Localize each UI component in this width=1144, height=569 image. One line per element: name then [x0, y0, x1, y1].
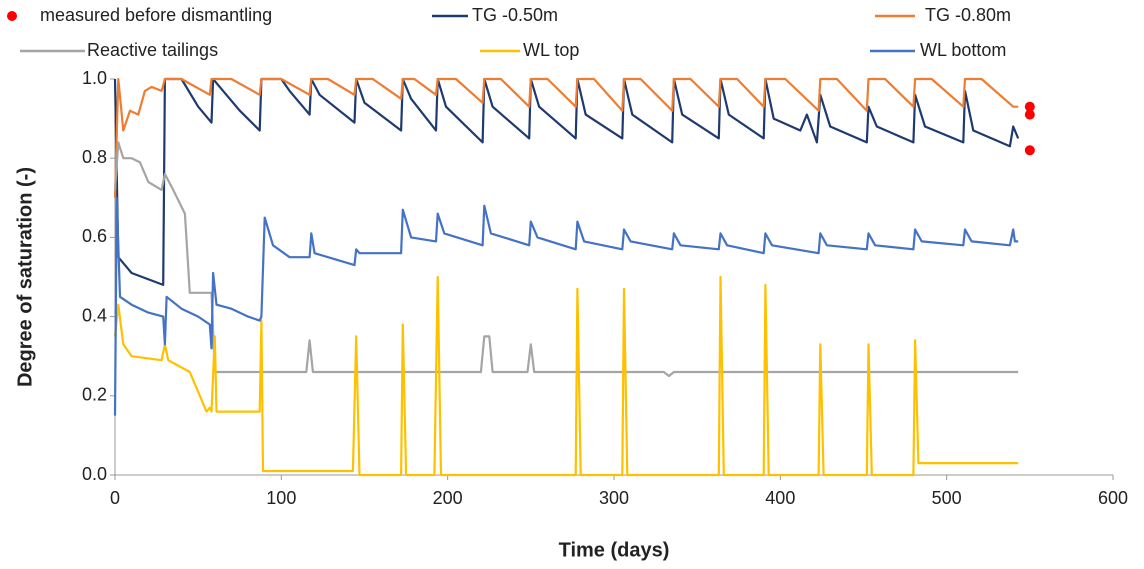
- x-tick-label: 500: [932, 488, 962, 508]
- series-line: [113, 77, 1019, 198]
- y-tick-label: 0.8: [82, 147, 107, 167]
- series-line: [113, 275, 1019, 477]
- x-tick-label: 100: [266, 488, 296, 508]
- x-tick-label: 0: [110, 488, 120, 508]
- legend-marker: [7, 11, 17, 21]
- legend-label: WL bottom: [920, 40, 1006, 60]
- y-tick-label: 1.0: [82, 68, 107, 88]
- x-axis-title: Time (days): [559, 539, 670, 561]
- x-tick-label: 200: [433, 488, 463, 508]
- series-line: [113, 77, 1020, 286]
- legend-label: measured before dismantling: [40, 5, 272, 25]
- legend-label: WL top: [523, 40, 579, 60]
- y-axis-title: Degree of saturation (-): [14, 167, 36, 387]
- data-point: [1024, 145, 1035, 156]
- x-tick-label: 300: [599, 488, 629, 508]
- series-line: [113, 141, 1019, 378]
- series-line: [113, 196, 1019, 416]
- legend-label: Reactive tailings: [87, 40, 218, 60]
- y-tick-label: 0.0: [82, 464, 107, 484]
- legend-label: TG -0.50m: [472, 5, 558, 25]
- x-tick-label: 600: [1098, 488, 1128, 508]
- x-tick-label: 400: [765, 488, 795, 508]
- legend-label: TG -0.80m: [925, 5, 1011, 25]
- y-tick-label: 0.6: [82, 226, 107, 246]
- data-point: [1024, 109, 1035, 120]
- y-tick-label: 0.4: [82, 305, 107, 325]
- data-point: [1024, 101, 1035, 112]
- y-tick-label: 0.2: [82, 385, 107, 405]
